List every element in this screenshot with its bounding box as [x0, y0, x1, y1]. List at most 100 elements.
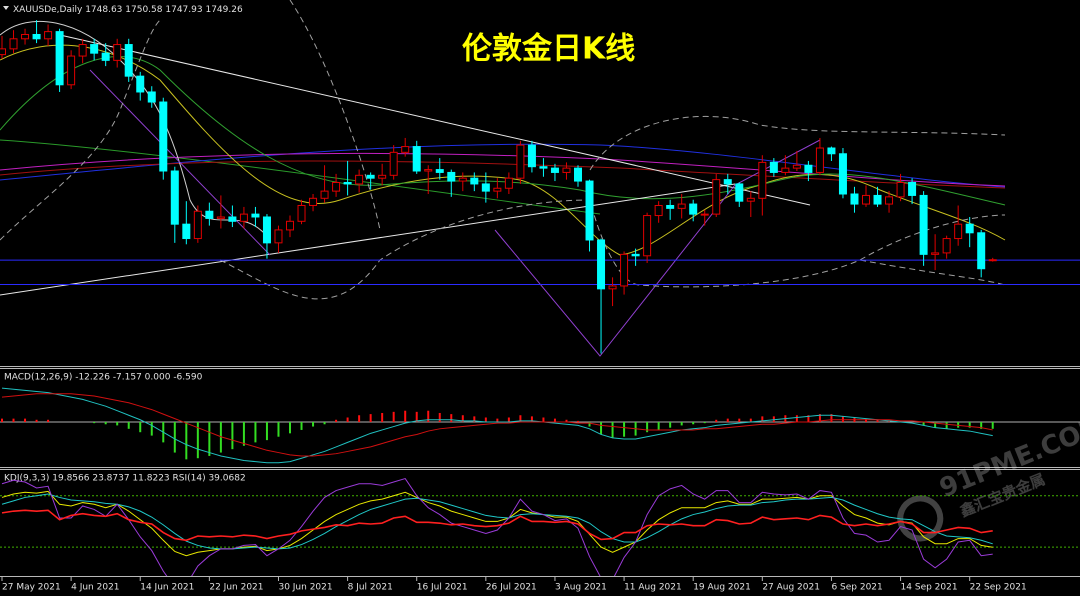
ma-green [0, 56, 1006, 206]
candle-body [216, 216, 225, 219]
close: 1749.26 [205, 5, 242, 15]
trendline [59, 34, 811, 206]
x-tick-label: 27 May 2021 [2, 583, 61, 593]
panel-borders [0, 366, 1080, 577]
candle-body [792, 164, 801, 169]
candle-body [458, 177, 467, 182]
candle-body [574, 167, 582, 182]
kdj-line [1, 490, 993, 557]
x-tick-label: 26 Jul 2021 [486, 583, 537, 593]
candle-body [896, 182, 905, 198]
trendline [0, 183, 736, 296]
x-tick-label: 30 Jun 2021 [278, 583, 332, 593]
macd-label: MACD(12,26,9) -12.226 -7.157 0.000 -6.59… [4, 373, 203, 383]
x-tick-label: 16 Jul 2021 [417, 583, 468, 593]
candle-body [435, 169, 444, 173]
symbol: XAUUSDe,Daily [13, 5, 83, 15]
candle-body [919, 194, 928, 255]
indicator-line [1, 387, 993, 464]
candle-body [44, 31, 53, 40]
candle-body [504, 177, 513, 189]
candle-body [735, 183, 744, 202]
candle-body [954, 223, 963, 240]
candle-body [78, 44, 87, 57]
candle-body [228, 216, 237, 222]
candle-body [643, 215, 652, 257]
candle-body [113, 44, 122, 61]
candle-body [424, 169, 433, 172]
candle-body [781, 167, 790, 173]
candle-body [320, 190, 329, 199]
candle-body [608, 285, 617, 290]
indicator-line [1, 393, 993, 457]
candle-body [309, 197, 318, 206]
x-tick-label: 14 Sep 2021 [901, 583, 958, 593]
candle-body [32, 33, 41, 40]
candle-body [689, 203, 698, 215]
candle-body [355, 174, 364, 185]
kdj-line [1, 509, 993, 542]
candle-body [101, 52, 110, 61]
candle-body [21, 33, 30, 40]
candle-body [366, 174, 375, 179]
candle-body [539, 166, 548, 169]
x-tick-label: 8 Jul 2021 [348, 583, 393, 593]
candle-body [527, 144, 536, 168]
candle-body [205, 210, 214, 219]
candle-body [67, 55, 76, 86]
candle-body [723, 179, 732, 185]
candle-body [251, 213, 260, 218]
watermark-logo [897, 495, 944, 542]
candle-body [378, 174, 387, 179]
candle-body [159, 101, 168, 172]
candle-body [666, 204, 675, 209]
candle-body [9, 38, 18, 50]
candle-body [988, 259, 997, 262]
candle-body [804, 164, 813, 173]
candle-body [873, 194, 882, 205]
ma-yellow [0, 44, 1006, 256]
candle-body [170, 170, 179, 225]
bollinger [0, 0, 1006, 300]
candle-body [712, 179, 721, 215]
candle-body [516, 144, 525, 179]
candle-body [977, 232, 986, 270]
candle-body [286, 220, 294, 231]
candle-body [885, 196, 894, 205]
kdj-label: KDJ(9,3,3) 19.8566 23.8737 11.8223 RSI(1… [4, 474, 246, 484]
candle-body [412, 146, 421, 172]
candle-body [274, 229, 283, 244]
ma-white [0, 20, 271, 241]
kdj-line [1, 477, 993, 576]
candle-body [631, 253, 640, 257]
candle-body [332, 182, 341, 192]
candle-body [0, 48, 6, 56]
candle-body [90, 44, 99, 54]
candle-body [193, 210, 202, 240]
x-tick-label: 3 Aug 2021 [555, 583, 607, 593]
menu-arrow [3, 6, 9, 10]
candle-body [136, 75, 145, 93]
candle-body [585, 180, 594, 241]
candle-body [239, 213, 248, 222]
x-tick-label: 11 Aug 2021 [624, 583, 682, 593]
chart-title: 伦敦金日K线 [462, 32, 635, 67]
x-tick-label: 22 Sep 2021 [970, 583, 1027, 593]
x-tick-label: 6 Sep 2021 [831, 583, 882, 593]
candle-body [850, 193, 859, 205]
candle-body [965, 223, 974, 234]
candle-body [838, 153, 847, 195]
open: 1748.63 [85, 5, 122, 15]
candle-body [297, 204, 306, 222]
header: XAUUSDe,Daily 1748.63 1750.58 1747.93 17… [13, 5, 243, 15]
x-tick-label: 22 Jun 2021 [209, 583, 263, 593]
candle-body [182, 223, 191, 240]
candle-body [147, 91, 156, 103]
candle-body [343, 182, 352, 185]
x-tick-label: 14 Jun 2021 [140, 583, 194, 593]
candle-body [862, 194, 870, 205]
candle-body [447, 171, 456, 182]
candle-body [654, 204, 663, 217]
